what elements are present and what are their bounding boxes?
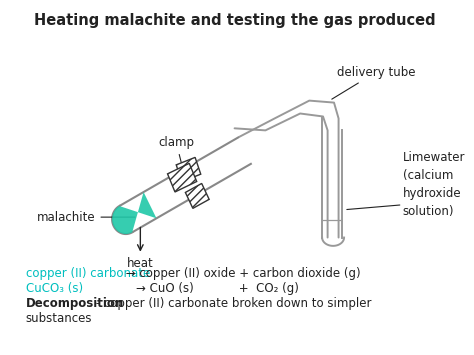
Polygon shape <box>176 157 201 182</box>
Text: Limewater
(calcium
hydroxide
solution): Limewater (calcium hydroxide solution) <box>402 152 465 218</box>
Text: malachite: malachite <box>37 211 135 224</box>
Text: - copper (II) carbonate broken down to simpler: - copper (II) carbonate broken down to s… <box>91 297 371 310</box>
Polygon shape <box>185 184 209 208</box>
Text: copper (II) carbonate: copper (II) carbonate <box>26 267 150 280</box>
Polygon shape <box>167 163 197 192</box>
Text: heat: heat <box>127 228 154 271</box>
Text: clamp: clamp <box>158 136 194 175</box>
Text: substances: substances <box>26 312 92 325</box>
Text: Heating malachite and testing the gas produced: Heating malachite and testing the gas pr… <box>35 13 436 28</box>
Text: CuCO₃ (s): CuCO₃ (s) <box>26 282 83 295</box>
Text: Decomposition: Decomposition <box>26 297 124 310</box>
Text: → copper (II) oxide + carbon dioxide (g): → copper (II) oxide + carbon dioxide (g) <box>122 267 361 280</box>
Polygon shape <box>112 192 156 234</box>
Text: delivery tube: delivery tube <box>332 66 415 99</box>
Text: → CuO (s)            +  CO₂ (g): → CuO (s) + CO₂ (g) <box>76 282 299 295</box>
